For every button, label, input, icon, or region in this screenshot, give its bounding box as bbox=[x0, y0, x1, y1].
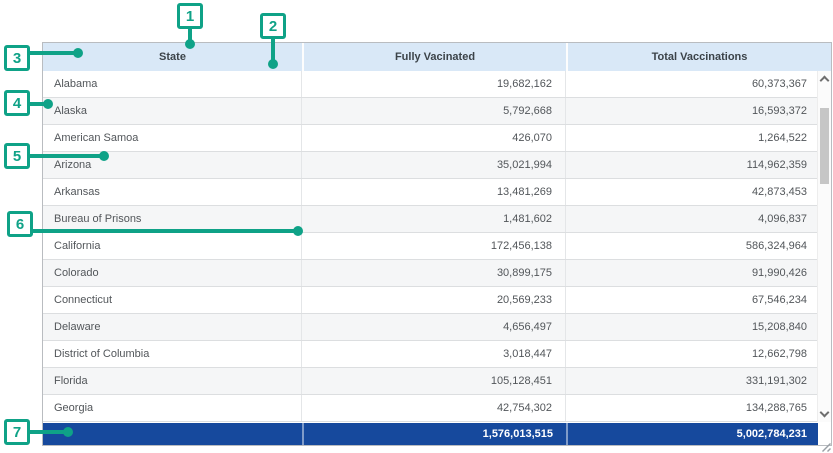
table-row[interactable]: Arizona 35,021,994 114,962,359 bbox=[43, 152, 818, 179]
table-row[interactable]: California 172,456,138 586,324,964 bbox=[43, 233, 818, 260]
vertical-scrollbar[interactable] bbox=[817, 71, 831, 422]
totals-cell-state bbox=[43, 423, 302, 445]
cell-total-vaccinations: 12,662,798 bbox=[566, 341, 818, 367]
table-row[interactable]: Florida 105,128,451 331,191,302 bbox=[43, 368, 818, 395]
cell-fully-vaccinated: 4,656,497 bbox=[302, 314, 566, 340]
callout-6-dot bbox=[293, 226, 303, 236]
table-row[interactable]: American Samoa 426,070 1,264,522 bbox=[43, 125, 818, 152]
table-row[interactable]: Georgia 42,754,302 134,288,765 bbox=[43, 395, 818, 422]
cell-fully-vaccinated: 30,899,175 bbox=[302, 260, 566, 286]
callout-1-number: 1 bbox=[177, 3, 203, 29]
table-row[interactable]: Connecticut 20,569,233 67,546,234 bbox=[43, 287, 818, 314]
cell-total-vaccinations: 586,324,964 bbox=[566, 233, 818, 259]
callout-2-number: 2 bbox=[260, 13, 286, 39]
table-row[interactable]: Arkansas 13,481,269 42,873,453 bbox=[43, 179, 818, 206]
cell-state: Georgia bbox=[43, 395, 302, 421]
cell-fully-vaccinated: 426,070 bbox=[302, 125, 566, 151]
callout-7-number: 7 bbox=[4, 419, 30, 445]
chevron-down-icon bbox=[820, 408, 830, 418]
callout-5-number: 5 bbox=[4, 143, 30, 169]
table-row[interactable]: Alabama 19,682,162 60,373,367 bbox=[43, 71, 818, 98]
cell-state: California bbox=[43, 233, 302, 259]
cell-state: Connecticut bbox=[43, 287, 302, 313]
chevron-up-icon bbox=[820, 76, 830, 86]
cell-total-vaccinations: 134,288,765 bbox=[566, 395, 818, 421]
callout-6-number: 6 bbox=[7, 211, 33, 237]
cell-state: Colorado bbox=[43, 260, 302, 286]
cell-fully-vaccinated: 20,569,233 bbox=[302, 287, 566, 313]
cell-fully-vaccinated: 19,682,162 bbox=[302, 71, 566, 97]
cell-total-vaccinations: 331,191,302 bbox=[566, 368, 818, 394]
callout-5-stem bbox=[29, 154, 103, 158]
table-header-row: State Fully Vacinated Total Vaccinations bbox=[43, 43, 831, 71]
resize-grip-icon[interactable] bbox=[820, 440, 832, 452]
cell-total-vaccinations: 42,873,453 bbox=[566, 179, 818, 205]
callout-3-dot bbox=[73, 48, 83, 58]
column-header-total-vaccinations[interactable]: Total Vaccinations bbox=[566, 43, 831, 71]
table-totals-row: 1,576,013,515 5,002,784,231 bbox=[43, 423, 818, 445]
callout-5-dot bbox=[99, 151, 109, 161]
callout-3-number: 3 bbox=[4, 45, 30, 71]
table-row[interactable]: Alaska 5,792,668 16,593,372 bbox=[43, 98, 818, 125]
cell-total-vaccinations: 16,593,372 bbox=[566, 98, 818, 124]
cell-fully-vaccinated: 35,021,994 bbox=[302, 152, 566, 178]
table-body[interactable]: Alabama 19,682,162 60,373,367 Alaska 5,7… bbox=[43, 71, 818, 422]
cell-state: District of Columbia bbox=[43, 341, 302, 367]
cell-state: Alaska bbox=[43, 98, 302, 124]
table-row[interactable]: District of Columbia 3,018,447 12,662,79… bbox=[43, 341, 818, 368]
callout-4-number: 4 bbox=[4, 90, 30, 116]
callout-4-dot bbox=[43, 99, 53, 109]
report-canvas: State Fully Vacinated Total Vaccinations… bbox=[0, 0, 833, 453]
callout-7-stem bbox=[29, 430, 67, 434]
callout-1-dot bbox=[185, 39, 195, 49]
scroll-up-button[interactable] bbox=[818, 72, 831, 86]
cell-fully-vaccinated: 105,128,451 bbox=[302, 368, 566, 394]
cell-state: American Samoa bbox=[43, 125, 302, 151]
cell-state: Delaware bbox=[43, 314, 302, 340]
table-row[interactable]: Delaware 4,656,497 15,208,840 bbox=[43, 314, 818, 341]
column-header-state[interactable]: State bbox=[43, 43, 302, 71]
cell-fully-vaccinated: 3,018,447 bbox=[302, 341, 566, 367]
cell-total-vaccinations: 4,096,837 bbox=[566, 206, 818, 232]
cell-fully-vaccinated: 42,754,302 bbox=[302, 395, 566, 421]
cell-state: Florida bbox=[43, 368, 302, 394]
cell-total-vaccinations: 91,990,426 bbox=[566, 260, 818, 286]
totals-cell-fully-vaccinated: 1,576,013,515 bbox=[302, 423, 566, 445]
cell-state: Arkansas bbox=[43, 179, 302, 205]
cell-total-vaccinations: 15,208,840 bbox=[566, 314, 818, 340]
scroll-down-button[interactable] bbox=[818, 407, 831, 421]
totals-cell-total-vaccinations: 5,002,784,231 bbox=[566, 423, 818, 445]
cell-fully-vaccinated: 13,481,269 bbox=[302, 179, 566, 205]
cell-fully-vaccinated: 172,456,138 bbox=[302, 233, 566, 259]
callout-6-stem bbox=[32, 229, 297, 233]
callout-2-dot bbox=[268, 59, 278, 69]
cell-state: Alabama bbox=[43, 71, 302, 97]
column-header-fully-vaccinated[interactable]: Fully Vacinated bbox=[302, 43, 566, 71]
cell-total-vaccinations: 1,264,522 bbox=[566, 125, 818, 151]
callout-3-stem bbox=[29, 51, 78, 55]
cell-fully-vaccinated: 5,792,668 bbox=[302, 98, 566, 124]
cell-total-vaccinations: 67,546,234 bbox=[566, 287, 818, 313]
table-row[interactable]: Colorado 30,899,175 91,990,426 bbox=[43, 260, 818, 287]
cell-total-vaccinations: 60,373,367 bbox=[566, 71, 818, 97]
cell-fully-vaccinated: 1,481,602 bbox=[302, 206, 566, 232]
scrollbar-thumb[interactable] bbox=[820, 108, 829, 184]
callout-7-dot bbox=[63, 427, 73, 437]
cell-total-vaccinations: 114,962,359 bbox=[566, 152, 818, 178]
vaccinations-table: State Fully Vacinated Total Vaccinations… bbox=[42, 42, 832, 446]
